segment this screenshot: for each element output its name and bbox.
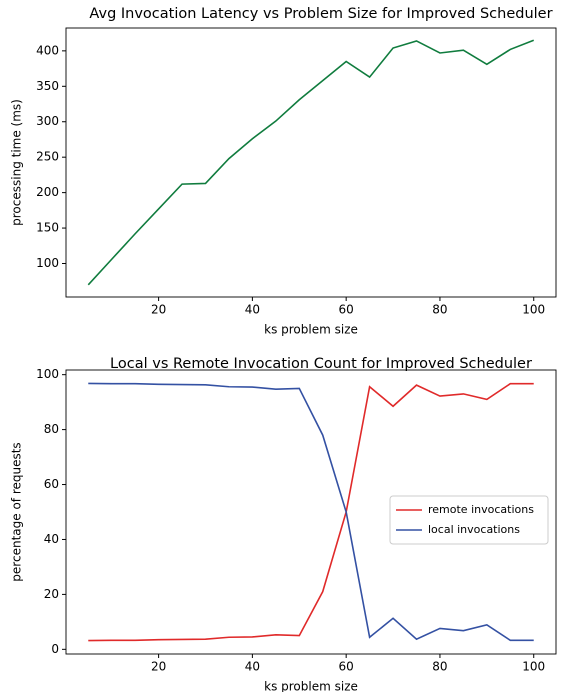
y-axis-label: processing time (ms)	[10, 99, 24, 226]
y-tick-label: 100	[36, 256, 59, 270]
legend-label: local invocations	[428, 523, 520, 536]
chart: Avg Invocation Latency vs Problem Size f…	[10, 6, 557, 337]
x-axis-label: ks problem size	[264, 323, 358, 337]
x-tick-label: 60	[339, 660, 354, 674]
y-tick-label: 80	[44, 422, 59, 436]
x-tick-label: 80	[432, 660, 447, 674]
y-tick-label: 300	[36, 114, 59, 128]
x-tick-label: 80	[432, 303, 447, 317]
y-tick-label: 200	[36, 185, 59, 199]
x-tick-label: 60	[339, 303, 354, 317]
y-tick-label: 350	[36, 79, 59, 93]
chart: Local vs Remote Invocation Count for Imp…	[10, 356, 557, 692]
y-axis-label: percentage of requests	[10, 442, 24, 581]
y-tick-label: 100	[36, 367, 59, 381]
y-tick-label: 150	[36, 221, 59, 235]
x-axis-label: ks problem size	[264, 680, 358, 692]
x-tick-label: 20	[151, 303, 166, 317]
legend-label: remote invocations	[428, 503, 534, 516]
line-series	[87, 39, 535, 286]
legend-box	[389, 495, 549, 545]
chart-title: Avg Invocation Latency vs Problem Size f…	[89, 6, 552, 22]
chart-title: Local vs Remote Invocation Count for Imp…	[110, 356, 532, 372]
axes-frame	[65, 27, 557, 298]
x-tick-label: 20	[151, 660, 166, 674]
y-tick-label: 400	[36, 43, 59, 57]
x-tick-label: 100	[522, 303, 545, 317]
x-tick-label: 40	[245, 660, 260, 674]
x-tick-label: 100	[522, 660, 545, 674]
y-tick-label: 0	[51, 642, 59, 656]
x-tick-label: 40	[245, 303, 260, 317]
line-series	[88, 382, 534, 642]
axes-frame	[65, 369, 557, 655]
y-tick-label: 20	[44, 587, 59, 601]
legend: remote invocations local invocations	[389, 495, 549, 545]
y-tick-label: 40	[44, 532, 59, 546]
y-tick-label: 60	[44, 477, 59, 491]
line-series	[88, 382, 534, 642]
y-tick-label: 250	[36, 150, 59, 164]
